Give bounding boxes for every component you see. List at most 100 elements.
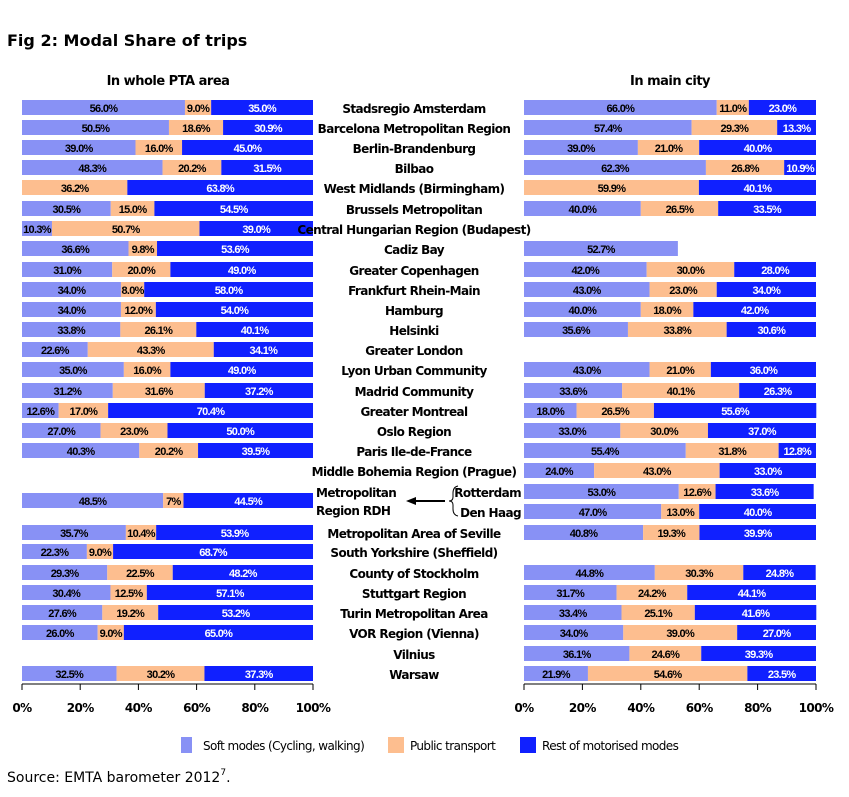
bar-segment-soft <box>524 383 623 398</box>
bar-segment-soft <box>22 362 124 377</box>
bar-value-label: 7% <box>166 496 181 508</box>
bar-segment-soft <box>22 282 121 297</box>
bar-value-label: 39.0% <box>666 628 695 640</box>
bar-segment-public <box>116 666 205 681</box>
bar-segment-public <box>112 262 171 277</box>
bar-value-label: 62.3% <box>601 163 630 175</box>
bar-value-label: 12.6% <box>26 406 55 418</box>
bar-segment-rest <box>199 221 313 236</box>
bar-segment-rest <box>157 241 313 256</box>
bar-segment-public <box>139 443 199 458</box>
bar-segment-public <box>51 221 200 236</box>
bar-segment-soft <box>22 525 126 540</box>
bar-segment-rest <box>698 180 816 195</box>
bar-value-label: 31.7% <box>556 588 585 600</box>
x-tick-label: 80% <box>744 701 771 715</box>
bar-value-label: 15.0% <box>119 204 148 216</box>
bar-value-label: 23.0% <box>669 285 698 297</box>
bar-segment-soft <box>524 484 679 499</box>
bar-value-label: 34.0% <box>560 628 589 640</box>
bar-value-label: 22.5% <box>126 568 155 580</box>
bar-segment-public <box>100 423 168 438</box>
bar-value-label: 34.1% <box>250 345 279 357</box>
bar-value-label: 19.3% <box>657 528 686 540</box>
bar-value-label: 33.6% <box>751 487 780 499</box>
bar-segment-soft <box>524 403 577 418</box>
bar-value-label: 22.6% <box>41 345 70 357</box>
bar-segment-rest <box>707 423 816 438</box>
bar-segment-soft <box>524 646 630 661</box>
bar-segment-public <box>110 585 147 600</box>
bar-value-label: 37.3% <box>245 669 274 681</box>
x-tick-label: 40% <box>125 701 152 715</box>
x-tick-label: 20% <box>67 701 94 715</box>
bar-value-label: 17.0% <box>70 406 99 418</box>
bar-value-label: 16.0% <box>145 143 174 155</box>
bar-segment-soft <box>22 342 88 357</box>
bar-value-label: 31.2% <box>54 386 83 398</box>
bar-value-label: 40.1% <box>667 386 696 398</box>
bar-segment-soft <box>22 544 87 559</box>
bar-segment-public <box>587 666 748 681</box>
category-label: Barcelona Metropolitan Region <box>318 122 511 136</box>
bar-segment-rest <box>777 120 816 135</box>
bar-segment-soft <box>524 362 650 377</box>
bar-segment-rest <box>699 525 816 540</box>
bar-segment-rest <box>715 484 814 499</box>
bar-value-label: 32.5% <box>55 669 84 681</box>
bar-segment-public <box>162 160 222 175</box>
bar-segment-public <box>654 565 744 580</box>
bar-segment-public <box>616 585 688 600</box>
bar-value-label: 33.0% <box>558 426 587 438</box>
bar-segment-public <box>112 383 205 398</box>
bar-value-label: 42.0% <box>571 265 600 277</box>
bar-segment-soft <box>524 605 622 620</box>
source-end: . <box>226 770 230 786</box>
bar-segment-soft <box>524 241 678 256</box>
bar-value-label: 40.0% <box>744 507 773 519</box>
bar-segment-rest <box>170 262 313 277</box>
bar-segment-soft <box>524 463 595 478</box>
bar-segment-rest <box>144 282 313 297</box>
category-label: Bilbao <box>395 162 434 176</box>
bar-value-label: 34.0% <box>58 285 87 297</box>
bar-segment-public <box>622 383 740 398</box>
arrow-head-icon <box>406 497 416 505</box>
bar-segment-public <box>629 646 702 661</box>
bar-value-label: 37.0% <box>748 426 777 438</box>
bar-value-label: 18.6% <box>182 123 211 135</box>
bar-segment-soft <box>524 625 624 640</box>
category-label: Turin Metropolitan Area <box>340 607 488 621</box>
category-label: Den Haag <box>460 506 521 520</box>
bar-value-label: 24.0% <box>545 466 574 478</box>
category-label: Helsinki <box>389 324 439 338</box>
bar-value-label: 53.0% <box>588 487 617 499</box>
bar-value-label: 31.8% <box>718 446 747 458</box>
legend: Soft modes (Cycling, walking) Public tra… <box>181 737 679 753</box>
bar-value-label: 34.0% <box>753 285 782 297</box>
bar-value-label: 40.0% <box>744 143 773 155</box>
bar-segment-soft <box>524 262 647 277</box>
bar-value-label: 43.0% <box>573 285 602 297</box>
bar-segment-public <box>646 262 735 277</box>
bar-value-label: 39.0% <box>65 143 94 155</box>
bar-value-label: 39.3% <box>745 649 774 661</box>
bar-segment-public <box>627 322 727 337</box>
bar-value-label: 31.5% <box>253 163 282 175</box>
bar-segment-rest <box>718 201 816 216</box>
bar-value-label: 13.0% <box>666 507 695 519</box>
bar-segment-public <box>22 180 128 195</box>
bar-segment-soft <box>524 666 588 681</box>
bar-value-label: 24.2% <box>638 588 667 600</box>
category-label: Greater London <box>365 344 462 358</box>
bar-segment-soft <box>22 201 111 216</box>
bar-value-label: 33.4% <box>559 608 588 620</box>
bar-value-label: 30.5% <box>53 204 82 216</box>
left-chart-title: In whole PTA area <box>107 74 230 89</box>
bar-segment-rest <box>710 362 816 377</box>
bar-value-label: 12.6% <box>683 487 712 499</box>
bar-segment-rest <box>221 160 313 175</box>
bar-segment-rest <box>694 605 817 620</box>
bar-segment-rest <box>748 100 816 115</box>
bar-value-label: 48.2% <box>229 568 258 580</box>
